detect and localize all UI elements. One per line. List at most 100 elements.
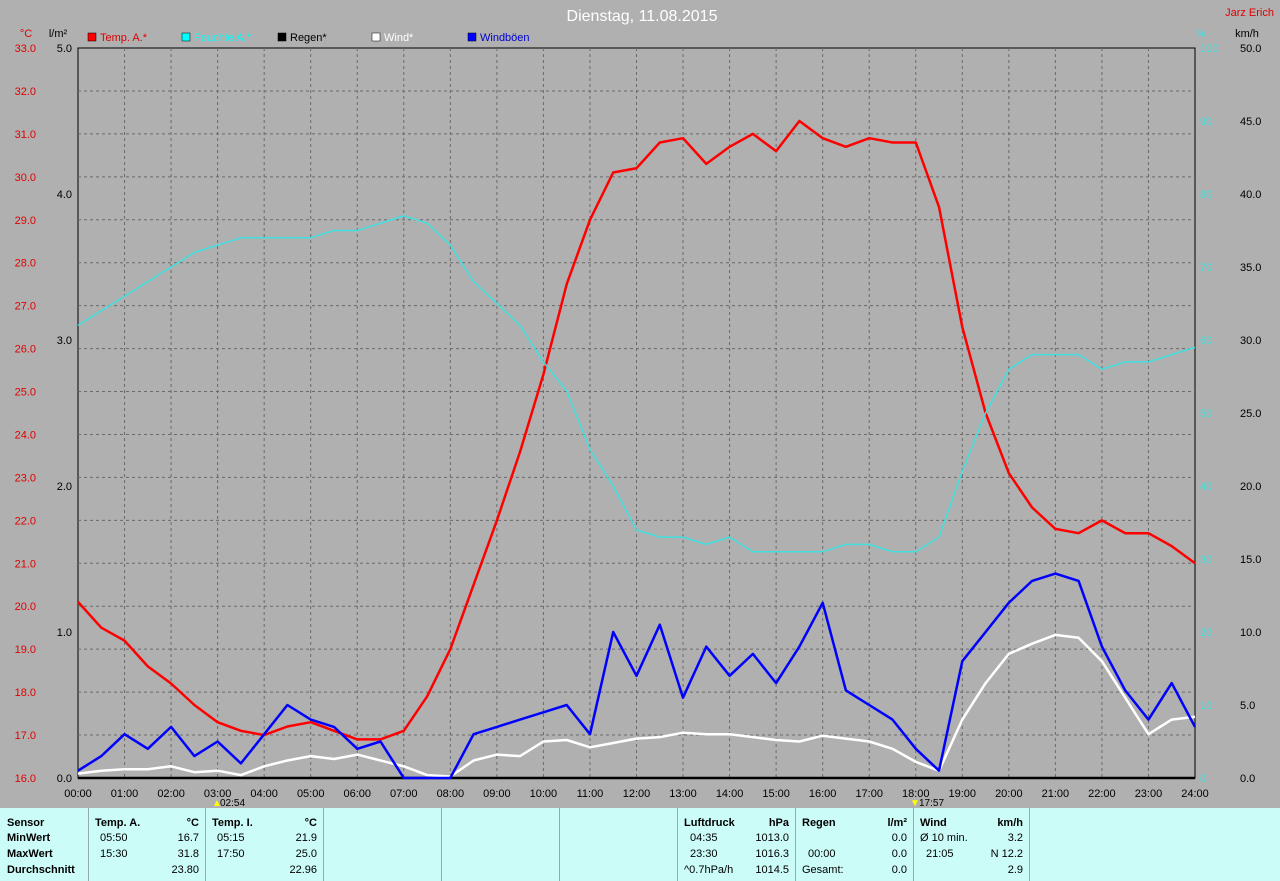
humidity-tick-label: 20: [1200, 627, 1212, 639]
rain-row2-time: 00:00: [808, 848, 836, 860]
wind-tick-label: 30.0: [1240, 335, 1261, 347]
humidity-axis-unit: %: [1196, 28, 1206, 40]
legend-label: Feuchte A.*: [194, 32, 252, 44]
x-tick-label: 05:00: [297, 788, 325, 800]
x-tick-label: 14:00: [716, 788, 744, 800]
temp-tick-label: 22.0: [15, 515, 36, 527]
temp-tick-label: 28.0: [15, 258, 36, 270]
humidity-tick-label: 50: [1200, 408, 1212, 420]
wind-header: Wind: [920, 817, 947, 829]
rain-tick-label: 2.0: [57, 481, 72, 493]
sunset-marker: ▼ 17:57: [910, 798, 944, 808]
x-tick-label: 03:00: [204, 788, 232, 800]
wind-axis-unit: km/h: [1235, 28, 1259, 40]
x-tick-label: 15:00: [762, 788, 790, 800]
sensor-column: Sensor MinWert MaxWert Durchschnitt: [0, 808, 89, 881]
weather-chart: Dienstag, 11.08.2015 Jarz Erich °C l/m² …: [15, 7, 1274, 808]
temp-i-avg: 22.96: [289, 864, 317, 876]
rain-tick-label: 1.0: [57, 627, 72, 639]
svg-text:▲: ▲: [212, 798, 222, 808]
temp-i-min-val: 21.9: [295, 832, 317, 844]
temp-a-avg: 23.80: [171, 864, 199, 876]
rain-column: Regen l/m² 0.0 00:00 0.0 Gesamt: 0.0: [796, 808, 914, 881]
wind-tick-label: 25.0: [1240, 408, 1261, 420]
temp-tick-label: 27.0: [15, 301, 36, 313]
wind-tick-label: 5.0: [1240, 700, 1255, 712]
temp-a-unit: °C: [186, 817, 199, 829]
temp-tick-label: 23.0: [15, 472, 36, 484]
legend: Temp. A.* Feuchte A.* Regen* Wind* Windböen: [87, 32, 530, 44]
temp-tick-label: 30.0: [15, 172, 36, 184]
author-label: Jarz Erich: [1225, 7, 1274, 19]
x-tick-label: 10:00: [530, 788, 558, 800]
rain-total-val: 0.0: [891, 864, 907, 876]
temp-tick-label: 29.0: [15, 215, 36, 227]
rain-tick-label: 3.0: [57, 335, 72, 347]
temp-a-min-val: 16.7: [177, 832, 199, 844]
humidity-tick-label: 0: [1200, 773, 1206, 785]
temp-i-unit: °C: [304, 817, 317, 829]
temp-tick-label: 20.0: [15, 601, 36, 613]
pressure-max-time: 23:30: [690, 848, 718, 860]
pressure-column: Luftdruck hPa 04:35 1013.0 23:30 1016.3 …: [678, 808, 796, 881]
humidity-tick-label: 90: [1200, 116, 1212, 128]
x-tick-label: 19:00: [949, 788, 977, 800]
pressure-min-time: 04:35: [690, 832, 718, 844]
temp-i-column: Temp. I. °C 05:15 21.9 17:50 25.0 22.96: [206, 808, 324, 881]
rain-total-label: Gesamt:: [802, 864, 844, 876]
temp-tick-label: 25.0: [15, 387, 36, 399]
temp-tick-label: 17.0: [15, 730, 36, 742]
humidity-tick-label: 100: [1200, 43, 1218, 55]
humidity-tick-label: 70: [1200, 262, 1212, 274]
temp-tick-label: 19.0: [15, 644, 36, 656]
x-tick-label: 02:00: [157, 788, 185, 800]
temp-tick-label: 16.0: [15, 773, 36, 785]
max-row-label: MaxWert: [7, 848, 53, 860]
empty-column-1: [324, 808, 442, 881]
x-tick-label: 04:00: [250, 788, 278, 800]
pressure-min-val: 1013.0: [755, 832, 789, 844]
empty-column-3: [560, 808, 678, 881]
pressure-trend-val: 1014.5: [755, 864, 789, 876]
series-line-wind: [77, 633, 1196, 778]
wind-tick-label: 35.0: [1240, 262, 1261, 274]
sensor-header: Sensor: [7, 817, 45, 829]
pressure-header: Luftdruck: [684, 817, 735, 829]
pressure-trend-label: ^0.7hPa/h: [684, 864, 734, 876]
empty-column-2: [442, 808, 560, 881]
temp-tick-label: 33.0: [15, 43, 36, 55]
series-line-windben: [77, 572, 1197, 780]
axis-ticks: 33.0 32.0 31.0 30.0 29.0 28.0 27.0 26.0 25.0 24.0…: [15, 43, 1262, 800]
x-tick-label: 24:00: [1181, 788, 1209, 800]
sunset-label: 17:57: [919, 798, 944, 808]
min-row-label: MinWert: [7, 832, 51, 844]
temp-a-max-time: 15:30: [100, 848, 128, 860]
grid: [78, 48, 1195, 778]
wind-max-val: N 12.2: [990, 848, 1023, 860]
wind-tick-label: 50.0: [1240, 43, 1261, 55]
wind-tick-label: 10.0: [1240, 627, 1261, 639]
wind-avg-label: Ø 10 min.: [920, 832, 968, 844]
wind-tick-label: 0.0: [1240, 773, 1255, 785]
x-tick-label: 21:00: [1042, 788, 1070, 800]
temp-tick-label: 31.0: [15, 129, 36, 141]
rain-tick-label: 0.0: [57, 773, 72, 785]
rain-axis-unit: l/m²: [49, 28, 68, 40]
temp-i-header: Temp. I.: [212, 817, 253, 829]
x-tick-label: 18:00: [902, 788, 930, 800]
temp-a-min-time: 05:50: [100, 832, 128, 844]
x-tick-label: 16:00: [809, 788, 837, 800]
legend-label: Temp. A.*: [100, 32, 148, 44]
series-lines: [77, 119, 1197, 780]
x-tick-label: 11:00: [577, 788, 604, 800]
temp-a-header: Temp. A.: [95, 817, 141, 829]
pressure-unit: hPa: [768, 817, 789, 829]
temp-a-max-val: 31.8: [177, 848, 199, 860]
sunrise-label: 02:54: [220, 798, 245, 808]
x-tick-label: 00:00: [64, 788, 92, 800]
pressure-max-val: 1016.3: [755, 848, 789, 860]
temp-axis-unit: °C: [20, 28, 32, 40]
chart-title: Dienstag, 11.08.2015: [567, 8, 718, 25]
x-tick-label: 13:00: [669, 788, 697, 800]
x-tick-label: 08:00: [437, 788, 465, 800]
